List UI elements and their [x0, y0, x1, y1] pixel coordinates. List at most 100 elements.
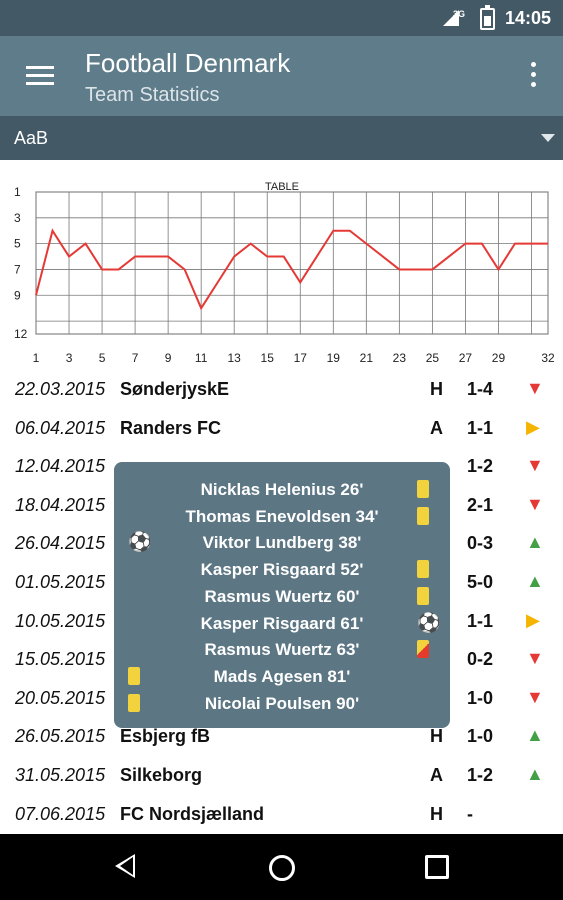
- match-row[interactable]: 06.04.2015 Randers FC A 1-1 ▶: [0, 409, 563, 447]
- table-position-chart: TABLE 1 3 5 7 9 12 1 3 5 7 9 11 13 15 17 19 21 23 25 27 29 32: [0, 170, 563, 370]
- event-text: Kasper Risgaard 61': [200, 613, 364, 633]
- match-date: 26.05.2015: [15, 726, 106, 747]
- match-row[interactable]: 18.04.2015 2-1 ▼: [0, 486, 563, 524]
- dropdown-arrow-icon: [541, 134, 555, 142]
- x-tick-label: 7: [132, 351, 139, 365]
- match-score: 1-4: [467, 379, 494, 399]
- match-date: 10.05.2015: [15, 610, 106, 631]
- match-venue: A: [430, 417, 443, 438]
- event-right-slot: [417, 667, 437, 687]
- status-time: 14:05: [504, 8, 551, 28]
- match-row[interactable]: 01.05.2015 5-0 ▲: [0, 563, 563, 601]
- match-date: 15.05.2015: [15, 649, 106, 670]
- x-tick-label: 17: [294, 351, 308, 365]
- y-tick-label: 1: [14, 185, 21, 199]
- event-left-slot: [128, 614, 148, 634]
- x-tick-label: 9: [165, 351, 172, 365]
- match-row[interactable]: 10.05.2015 1-1 ▶: [0, 602, 563, 640]
- event-text: Kasper Risgaard 52': [200, 560, 364, 580]
- event-text: Mads Agesen 81': [213, 666, 351, 686]
- event-text: Nicklas Helenius 26': [200, 480, 364, 499]
- x-tick-label: 5: [99, 351, 106, 365]
- thumbs-up-icon: ▲: [526, 725, 544, 746]
- match-venue: H: [430, 803, 443, 824]
- yellow-card-icon: [128, 693, 140, 712]
- event-left-slot: [128, 640, 148, 660]
- match-row[interactable]: 20.05.2015 1-0 ▼: [0, 679, 563, 717]
- match-row[interactable]: 15.05.2015 0-2 ▼: [0, 640, 563, 678]
- yellow-card-icon: [417, 586, 429, 605]
- recent-apps-icon[interactable]: [425, 855, 449, 879]
- thumbs-down-icon: ▼: [526, 686, 544, 707]
- thumbs-down-icon: ▼: [526, 455, 544, 476]
- event-right-slot: [417, 694, 437, 714]
- event-text: Thomas Enevoldsen 34': [185, 506, 379, 526]
- app-bar: Football Denmark Team Statistics: [0, 36, 563, 116]
- match-score: 5-0: [467, 572, 494, 592]
- x-tick-label: 29: [492, 351, 506, 365]
- home-icon[interactable]: [269, 855, 295, 881]
- match-date: 01.05.2015: [15, 572, 106, 592]
- event-left-slot: [128, 507, 148, 527]
- battery-icon: [480, 5, 495, 30]
- match-score: -: [467, 803, 473, 824]
- match-score: 1-0: [467, 726, 494, 747]
- match-row[interactable]: 26.05.2015 Esbjerg fB H 1-0 ▲: [0, 717, 563, 755]
- match-row[interactable]: 22.03.2015 SønderjyskE H 1-4 ▼: [0, 370, 563, 408]
- match-date: 12.04.2015: [15, 456, 106, 477]
- chart-frame: [35, 191, 549, 335]
- event-text: Viktor Lundberg 38': [202, 533, 362, 553]
- thumbs-up-icon: ▲: [526, 764, 544, 784]
- event-left-slot: ⚽: [128, 533, 152, 553]
- yellow-card-icon: [128, 666, 140, 685]
- team-selector[interactable]: AaB: [0, 116, 563, 160]
- match-venue: H: [430, 726, 443, 747]
- event-right-slot: [417, 506, 437, 527]
- match-date: 07.06.2015: [15, 803, 106, 824]
- match-score: 1-1: [467, 417, 494, 438]
- match-score: 0-2: [467, 649, 494, 670]
- status-bar: 3G 14:05: [0, 0, 563, 36]
- match-events-popup[interactable]: Nicklas Helenius 26' Thomas Enevoldsen 34…: [114, 462, 450, 728]
- thumbs-down-icon: ▼: [526, 648, 544, 669]
- event-left-slot: [128, 560, 148, 580]
- yellow-card-icon: [417, 506, 429, 525]
- y-tick-label: 5: [14, 237, 21, 251]
- event-left-slot: [128, 587, 148, 607]
- match-row[interactable]: 07.06.2015 FC Nordsjælland H -: [0, 795, 563, 833]
- match-score: 0-3: [467, 533, 494, 554]
- overflow-menu-icon[interactable]: [531, 62, 537, 90]
- match-row[interactable]: 26.04.2015 0-3 ▲: [0, 524, 563, 562]
- back-icon[interactable]: [115, 854, 135, 878]
- signal-icon: [443, 10, 459, 26]
- goal-icon: ⚽: [128, 532, 152, 554]
- thumbs-sideways-icon: ▶: [526, 609, 540, 630]
- x-tick-label: 27: [459, 351, 473, 365]
- thumbs-up-icon: ▲: [526, 532, 544, 553]
- navigation-bar: [0, 834, 563, 900]
- position-line: [35, 228, 548, 311]
- match-row[interactable]: 31.05.2015 Silkeborg A 1-2 ▲: [0, 756, 563, 794]
- event-right-slot: [417, 560, 437, 580]
- match-opponent: Silkeborg: [120, 765, 203, 785]
- match-event: Nicolai Poulsen 90': [114, 690, 450, 716]
- event-right-slot: [417, 480, 437, 500]
- match-opponent: SønderjyskE: [120, 379, 230, 399]
- match-event: Rasmus Wuertz 63': [114, 636, 450, 662]
- match-opponent: Esbjerg fB: [120, 726, 211, 747]
- match-opponent: FC Nordsjælland: [120, 803, 265, 824]
- x-tick-label: 32: [541, 351, 555, 365]
- match-event: Kasper Risgaard 61' ⚽: [114, 610, 450, 636]
- match-opponent: Randers FC: [120, 417, 222, 438]
- x-tick-label: 1: [33, 351, 40, 365]
- menu-icon[interactable]: [26, 66, 54, 86]
- thumbs-up-icon: ▲: [526, 571, 544, 591]
- match-date: 31.05.2015: [15, 765, 106, 785]
- y-tick-label: 9: [14, 288, 21, 302]
- event-right-slot: [417, 533, 437, 553]
- x-tick-label: 15: [261, 351, 275, 365]
- match-event: Kasper Risgaard 52': [114, 556, 450, 582]
- match-row[interactable]: 12.04.2015 1-2 ▼: [0, 447, 563, 485]
- chart-title: TABLE: [265, 181, 299, 193]
